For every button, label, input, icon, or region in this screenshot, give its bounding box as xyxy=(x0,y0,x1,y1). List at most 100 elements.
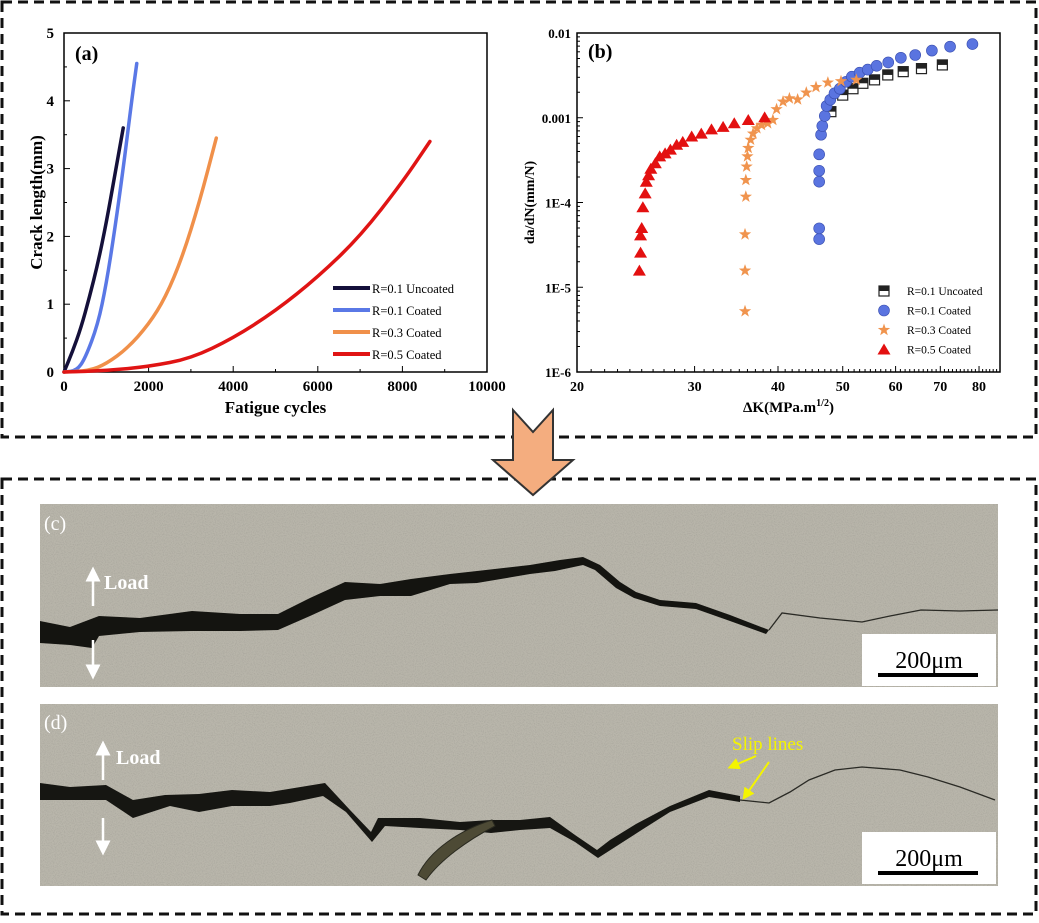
slip-arrow-2 xyxy=(742,761,770,800)
y-tick-label-a: 5 xyxy=(47,26,55,42)
data-point-r-0-3-coated xyxy=(739,190,752,202)
legend-marker-b xyxy=(877,323,891,336)
plot-area-a xyxy=(63,32,488,373)
x-tick-label-b: 50 xyxy=(836,380,850,395)
x-axis-title-a: Fatigue cycles xyxy=(225,398,327,417)
data-point-r-0-5-coated xyxy=(676,135,690,147)
data-point-r-0-1-coated xyxy=(895,51,907,64)
data-point-r-0-1-coated xyxy=(870,60,883,72)
legend-marker-b xyxy=(878,304,890,317)
legend-label-b: R=0.1 Coated xyxy=(907,306,971,318)
data-point-r-0-5-coated xyxy=(758,111,772,123)
crack-tip-d xyxy=(739,766,996,804)
legend-label-b: R=0.1 Uncoated xyxy=(907,286,983,298)
y-tick-label-a: 1 xyxy=(47,297,55,313)
y-tick-label-a: 2 xyxy=(47,229,55,245)
data-point-r-0-3-coated xyxy=(738,304,752,317)
data-point-r-0-3-coated xyxy=(744,133,757,145)
crack-tip-c xyxy=(768,609,999,631)
slip-lines-label: Slip lines xyxy=(732,734,803,755)
data-point-r-0-1-coated xyxy=(909,49,922,61)
data-point-r-0-3-coated xyxy=(739,173,752,186)
data-point-r-0-5-coated xyxy=(632,264,646,276)
data-point-r-0-1-coated xyxy=(882,56,895,69)
series-line-r-0-3-coated xyxy=(62,136,219,374)
y-tick-label-a: 0 xyxy=(47,365,55,381)
scale-bar-label-c: 200μm xyxy=(895,648,963,674)
data-point-r-0-3-coated xyxy=(809,80,823,93)
x-tick-label-b: 20 xyxy=(570,380,584,395)
panel-label-d: (d) xyxy=(44,712,67,734)
data-point-r-0-3-coated xyxy=(750,121,764,134)
data-point-r-0-5-coated xyxy=(694,127,708,139)
data-point-r-0-1-coated xyxy=(813,164,825,177)
y-tick-label-b: 1E-5 xyxy=(545,280,572,295)
y-tick-label-b: 0.001 xyxy=(542,111,571,126)
data-point-r-0-3-coated xyxy=(746,127,760,139)
legend-label-a: R=0.5 Coated xyxy=(372,348,442,362)
data-point-r-0-1-uncoated xyxy=(897,66,909,78)
micrograph-c: (c) Load 200μm xyxy=(40,504,999,687)
scale-bar-c xyxy=(878,673,978,677)
legend-label-a: R=0.3 Coated xyxy=(372,326,442,340)
x-axis-title-b: ΔK(MPa.m1/2) xyxy=(743,398,834,416)
panel-label-c: (c) xyxy=(44,513,66,535)
data-point-r-0-3-coated xyxy=(738,227,752,240)
data-point-r-0-3-coated xyxy=(738,264,752,276)
data-point-r-0-3-coated xyxy=(740,160,753,172)
y-tick-label-a: 3 xyxy=(47,162,55,178)
data-point-r-0-1-uncoated xyxy=(915,63,928,75)
x-tick-label-b: 80 xyxy=(972,380,986,395)
y-tick-label-b: 1E-4 xyxy=(545,196,572,211)
legend-label-a: R=0.1 Coated xyxy=(372,304,442,318)
data-point-r-0-5-coated xyxy=(670,138,684,150)
inclusion-d xyxy=(417,819,496,881)
data-point-r-0-1-coated xyxy=(926,44,938,57)
x-tick-label-a: 0 xyxy=(60,379,68,395)
x-tick-label-a: 6000 xyxy=(303,379,333,395)
chart-b-crack-growth-rate: 20 30 40 50 60 70 80 1E-6 1E-5 1E-4 0.001 0.01 ΔK(MP… xyxy=(523,26,1001,416)
micrograph-d: (d) Load Slip lines 200μm xyxy=(40,704,998,886)
data-point-r-0-1-coated xyxy=(816,120,829,132)
crack-c xyxy=(40,557,769,648)
data-point-r-0-3-coated xyxy=(741,149,754,162)
legend-marker-b xyxy=(877,343,891,355)
x-tick-label-b: 70 xyxy=(933,380,947,395)
data-point-r-0-3-coated xyxy=(834,74,848,87)
data-point-r-0-3-coated xyxy=(850,73,863,86)
scale-bar-d xyxy=(878,871,978,875)
x-tick-label-a: 2000 xyxy=(134,379,164,395)
x-tick-label-a: 8000 xyxy=(387,379,417,395)
x-tick-label-a: 4000 xyxy=(218,379,248,395)
slip-arrow-1 xyxy=(727,755,757,770)
data-point-r-0-1-coated xyxy=(818,110,831,122)
data-point-r-0-5-coated xyxy=(704,123,718,135)
data-point-r-0-5-coated xyxy=(653,150,667,162)
data-point-r-0-3-coated xyxy=(783,91,796,104)
y-tick-label-b: 1E-6 xyxy=(545,365,572,380)
y-tick-label-a: 4 xyxy=(47,94,55,110)
data-point-r-0-3-coated xyxy=(755,118,768,131)
data-point-r-0-1-coated xyxy=(813,222,825,235)
scale-bar-label-d: 200μm xyxy=(895,846,963,872)
x-tick-label-b: 30 xyxy=(688,380,702,395)
legend-label-a: R=0.1 Uncoated xyxy=(372,282,455,296)
load-label-d: Load xyxy=(116,747,160,769)
y-axis-title-a: Crack length(mm) xyxy=(27,135,46,270)
data-point-r-0-5-coated xyxy=(636,201,650,213)
x-tick-label-a: 10000 xyxy=(468,379,506,395)
scale-bar-box-d xyxy=(862,832,996,884)
y-axis-title-b: da/dN(mm/N) xyxy=(523,161,538,245)
data-point-r-0-1-uncoated xyxy=(868,74,881,86)
data-point-r-0-1-coated xyxy=(813,175,825,188)
data-point-r-0-5-coated xyxy=(648,157,662,169)
down-arrow-icon xyxy=(490,407,576,497)
crack-d xyxy=(40,783,740,858)
data-point-r-0-1-coated xyxy=(966,38,979,50)
data-point-r-0-5-coated xyxy=(635,222,649,234)
data-point-r-0-3-coated xyxy=(770,102,783,115)
panel-label-b: (b) xyxy=(588,41,612,63)
data-point-r-0-1-coated xyxy=(813,148,825,161)
series-line-r-0-5-coated xyxy=(62,139,432,374)
